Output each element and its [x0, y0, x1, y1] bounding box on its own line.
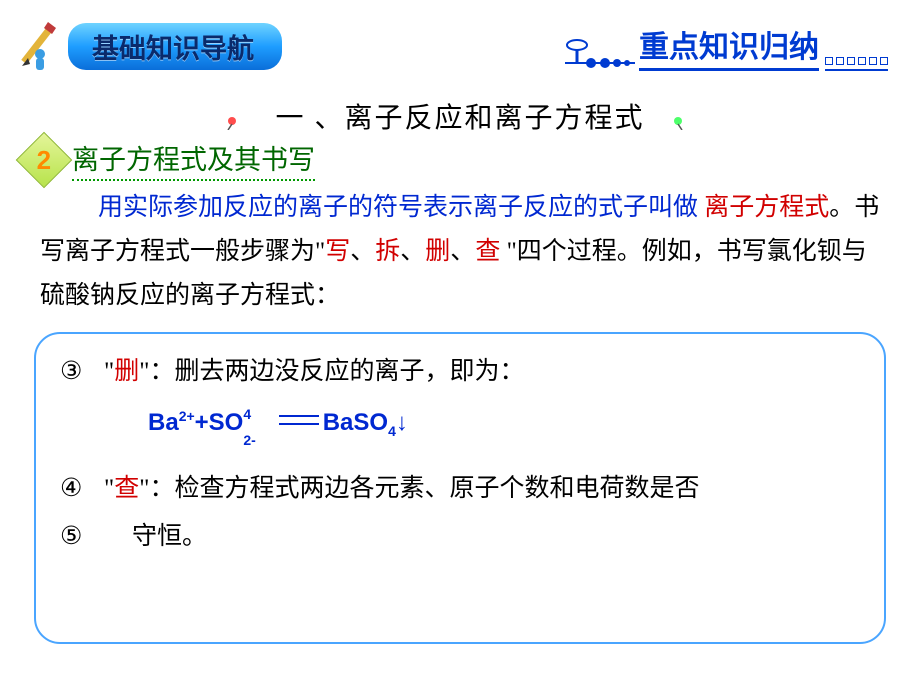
item5-text: 守恒。 — [104, 513, 207, 561]
term-ionic-equation: 离子方程式 — [704, 194, 829, 221]
right-title: 重点知识归纳 — [639, 22, 819, 71]
section-number: 2 — [37, 144, 51, 175]
pin-right-icon — [671, 116, 685, 130]
header-left: 基础知识导航 — [18, 18, 282, 74]
dots-decor-icon — [565, 35, 635, 71]
title-pins — [225, 116, 685, 130]
key-delete: 删 — [114, 358, 139, 385]
step-write: 写 — [325, 238, 350, 265]
item-5: ⑤ 守恒。 — [60, 513, 860, 561]
header-right: 重点知识归纳 — [565, 22, 888, 71]
circled-5: ⑤ — [60, 513, 104, 561]
squares-decor-icon — [825, 57, 888, 71]
circled-3: ③ — [60, 348, 104, 396]
content-box: ③ "删"：删去两边没反应的离子，即为： Ba2++SO42- BaSO4↓ ④… — [34, 332, 886, 644]
circled-4: ④ — [60, 465, 104, 513]
step-delete: 删 — [425, 238, 450, 265]
step-check: 查 — [475, 238, 500, 265]
item-4: ④ "查"：检查方程式两边各元素、原子个数和电荷数是否 — [60, 465, 860, 513]
left-badge: 基础知识导航 — [68, 23, 282, 70]
section-heading: 2 离子方程式及其书写 — [24, 138, 315, 181]
pin-left-icon — [225, 116, 239, 130]
intro-line1: 用实际参加反应的离子的符号表示离子反应的式子叫做 — [98, 194, 698, 221]
step-split: 拆 — [375, 238, 400, 265]
key-check: 查 — [114, 475, 139, 502]
item-3: ③ "删"：删去两边没反应的离子，即为： — [60, 348, 860, 396]
ionic-equation-formula: Ba2++SO42- BaSO4↓ — [148, 396, 860, 451]
intro-paragraph: 用实际参加反应的离子的符号表示离子反应的式子叫做 离子方程式。书写离子方程式一般… — [40, 186, 880, 318]
pencil-person-icon — [18, 18, 66, 74]
section-number-diamond: 2 — [16, 131, 73, 188]
section-title: 离子方程式及其书写 — [72, 138, 315, 181]
